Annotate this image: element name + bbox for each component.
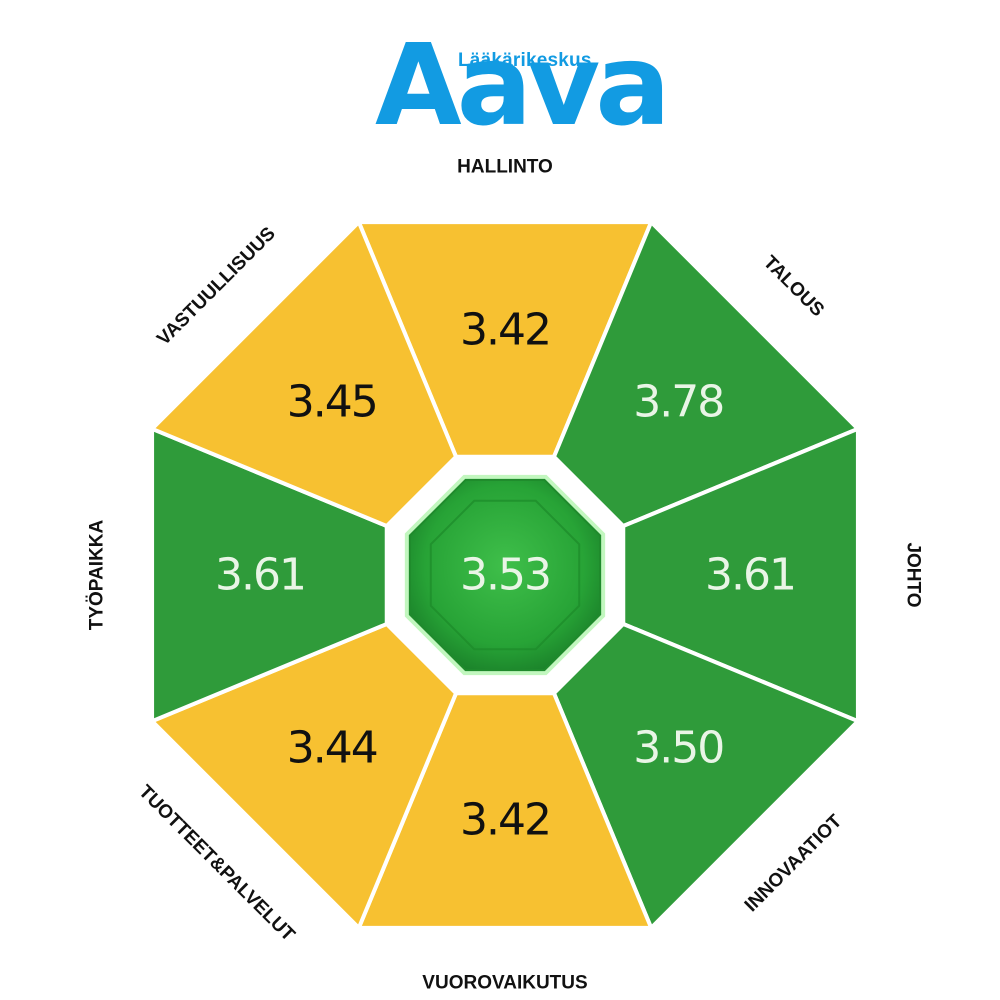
- logo-subtitle: Lääkärikeskus: [458, 50, 592, 71]
- center-shape: [408, 478, 602, 672]
- segment-value: 3.78: [633, 376, 723, 427]
- center-value: 3.53: [460, 550, 550, 601]
- segments-layer: 3.42 HALLINTO 3.78 TALOUS 3.61 JOHTO 3.50 INNOV…: [87, 157, 924, 994]
- segment-value: 3.61: [215, 550, 305, 601]
- center-octagon: 3.53: [404, 474, 606, 676]
- segment-vastuullisuus: [150, 220, 459, 529]
- segment-label: INNOVAATIOT: [741, 811, 847, 917]
- segment-value: 3.61: [705, 550, 795, 601]
- segment-value: 3.42: [460, 795, 550, 846]
- segment-label: JOHTO: [903, 542, 924, 607]
- segment-value: 3.45: [287, 376, 377, 427]
- segment-value: 3.44: [287, 723, 377, 774]
- segment-label: TALOUS: [759, 252, 828, 321]
- segment-label: HALLINTO: [457, 157, 553, 178]
- segment-label: TYÖPAIKKA: [87, 519, 108, 630]
- segment-label: VUOROVAIKUTUS: [422, 973, 587, 994]
- aava-logo: Lääkärikeskus Aava: [0, 0, 1000, 151]
- logo-name: Aava: [375, 21, 671, 151]
- center-bevel: [429, 499, 581, 651]
- segment-value: 3.50: [633, 723, 723, 774]
- segment-value: 3.42: [460, 305, 550, 356]
